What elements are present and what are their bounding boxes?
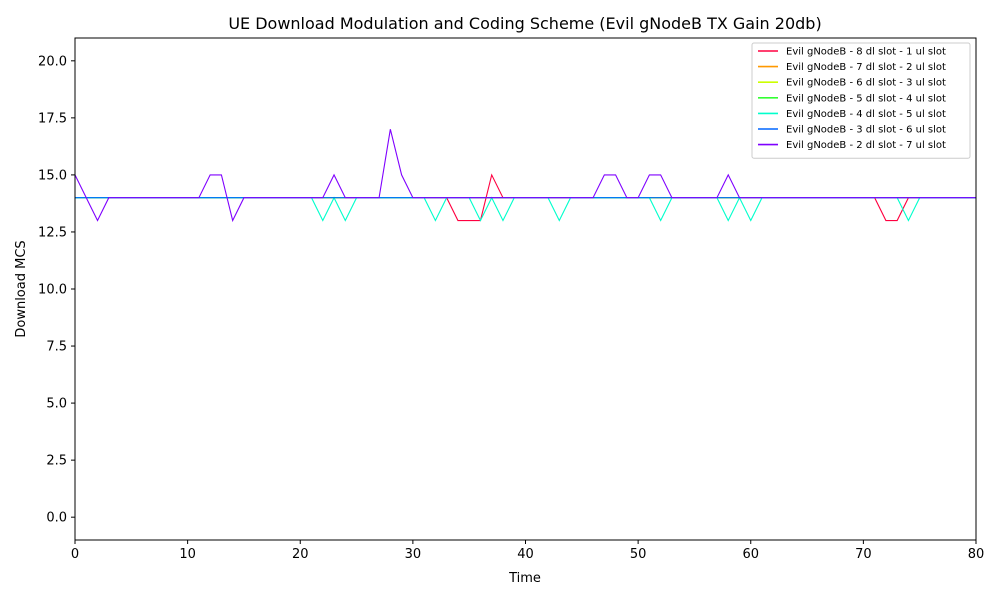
x-axis: 0 10 20 30 40 50 60 70 80 xyxy=(71,540,984,562)
y-tick-label: 10.0 xyxy=(38,283,67,298)
y-axis-label: Download MCS xyxy=(14,240,29,337)
x-tick-label: 70 xyxy=(855,547,872,562)
y-tick-label: 20.0 xyxy=(38,54,67,69)
legend-label: Evil gNodeB - 7 dl slot - 2 ul slot xyxy=(786,62,946,73)
y-tick-label: 2.5 xyxy=(46,454,67,469)
y-tick-label: 17.5 xyxy=(38,111,67,126)
legend-label: Evil gNodeB - 6 dl slot - 3 ul slot xyxy=(786,78,946,89)
legend-label: Evil gNodeB - 4 dl slot - 5 ul slot xyxy=(786,109,946,120)
y-tick-label: 15.0 xyxy=(38,168,67,183)
legend-box xyxy=(751,42,971,159)
legend-label: Evil gNodeB - 2 dl slot - 7 ul slot xyxy=(786,140,946,151)
legend-label: Evil gNodeB - 3 dl slot - 6 ul slot xyxy=(786,125,946,136)
series-line-7 xyxy=(75,129,976,223)
x-tick-label: 10 xyxy=(179,547,196,562)
y-tick-label: 5.0 xyxy=(46,397,67,412)
series-line-5 xyxy=(75,196,976,222)
x-tick-label: 40 xyxy=(517,547,534,562)
series-layer xyxy=(75,129,976,223)
x-tick-label: 60 xyxy=(742,547,759,562)
x-tick-label: 0 xyxy=(71,547,79,562)
y-tick-label: 7.5 xyxy=(46,340,67,355)
x-tick-label: 30 xyxy=(405,547,422,562)
y-axis: 0.0 2.5 5.0 7.5 10.0 12.5 15.0 17.5 20.0 xyxy=(38,54,75,526)
x-tick-label: 80 xyxy=(968,547,985,562)
x-tick-label: 50 xyxy=(630,547,647,562)
legend-label: Evil gNodeB - 5 dl slot - 4 ul slot xyxy=(786,93,946,104)
legend-label: Evil gNodeB - 8 dl slot - 1 ul slot xyxy=(786,47,946,58)
x-axis-label: Time xyxy=(508,571,541,586)
y-tick-label: 0.0 xyxy=(46,511,67,526)
y-tick-label: 12.5 xyxy=(38,225,67,240)
x-tick-label: 20 xyxy=(292,547,309,562)
legend: Evil gNodeB - 8 dl slot - 1 ul slot Evil … xyxy=(751,42,971,159)
chart-title: UE Download Modulation and Coding Scheme… xyxy=(228,14,821,33)
